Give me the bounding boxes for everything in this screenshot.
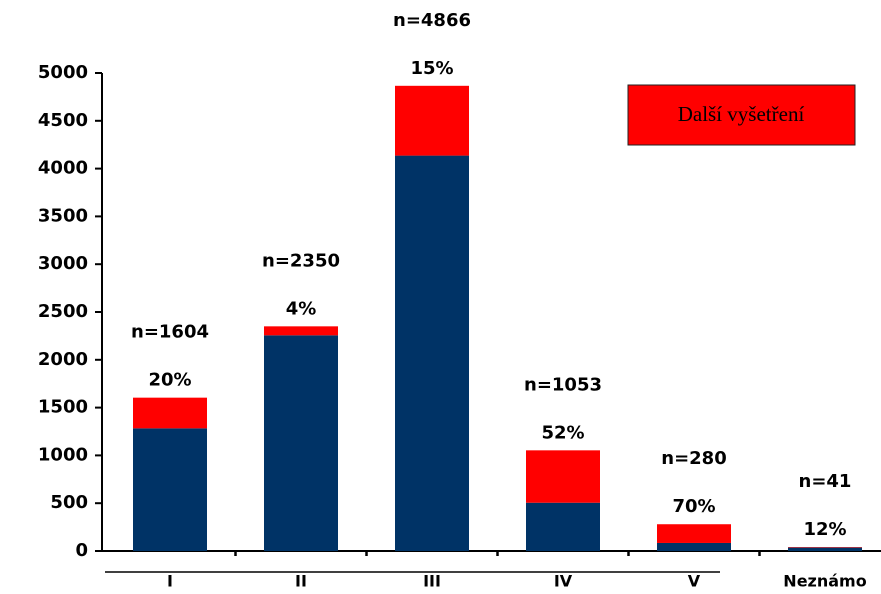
x-tick-label: IV — [554, 572, 573, 591]
x-tick-label: V — [688, 572, 701, 591]
y-tick-label: 5000 — [38, 62, 88, 83]
total-label: n=1604 — [131, 322, 209, 343]
y-tick-label: 2500 — [38, 301, 88, 322]
percent-label: 15% — [410, 58, 453, 79]
percent-label: 12% — [803, 519, 846, 540]
total-label: n=280 — [661, 448, 726, 469]
legend-box — [627, 84, 856, 146]
bar-segment — [395, 85, 469, 156]
x-tick-label: Neznámo — [783, 572, 866, 591]
y-tick-label: 3000 — [38, 253, 88, 274]
y-tick-label: 3500 — [38, 205, 88, 226]
bar-segment — [657, 542, 731, 551]
percent-label: 52% — [541, 422, 584, 443]
y-tick-label: 4500 — [38, 110, 88, 131]
bar-segment — [395, 155, 469, 552]
bar-segment — [264, 326, 338, 336]
bar-segment — [133, 397, 207, 429]
percent-label: 4% — [286, 298, 317, 319]
bar-segment — [264, 335, 338, 551]
x-tick-label: II — [295, 572, 307, 591]
bar-segment — [657, 524, 731, 543]
total-label: n=4866 — [393, 10, 471, 31]
y-tick-label: 1000 — [38, 444, 88, 465]
bar-segment — [526, 502, 600, 551]
total-label: n=2350 — [262, 250, 340, 271]
y-tick-label: 4000 — [38, 158, 88, 179]
total-label: n=41 — [799, 471, 852, 492]
percent-label: 70% — [672, 496, 715, 517]
y-tick-label: 1500 — [38, 397, 88, 418]
legend: Další vyšetření — [627, 84, 856, 146]
percent-label: 20% — [148, 370, 191, 391]
bar-segment — [133, 428, 207, 551]
bar-segment — [788, 547, 862, 551]
legend-label: Další vyšetření — [678, 102, 805, 126]
x-tick-label: I — [167, 572, 173, 591]
y-tick-label: 0 — [75, 540, 88, 561]
x-tick-label: III — [423, 572, 441, 591]
y-tick-label: 500 — [50, 492, 88, 513]
total-label: n=1053 — [524, 374, 602, 395]
y-tick-label: 2000 — [38, 349, 88, 370]
bar-segment — [526, 450, 600, 503]
